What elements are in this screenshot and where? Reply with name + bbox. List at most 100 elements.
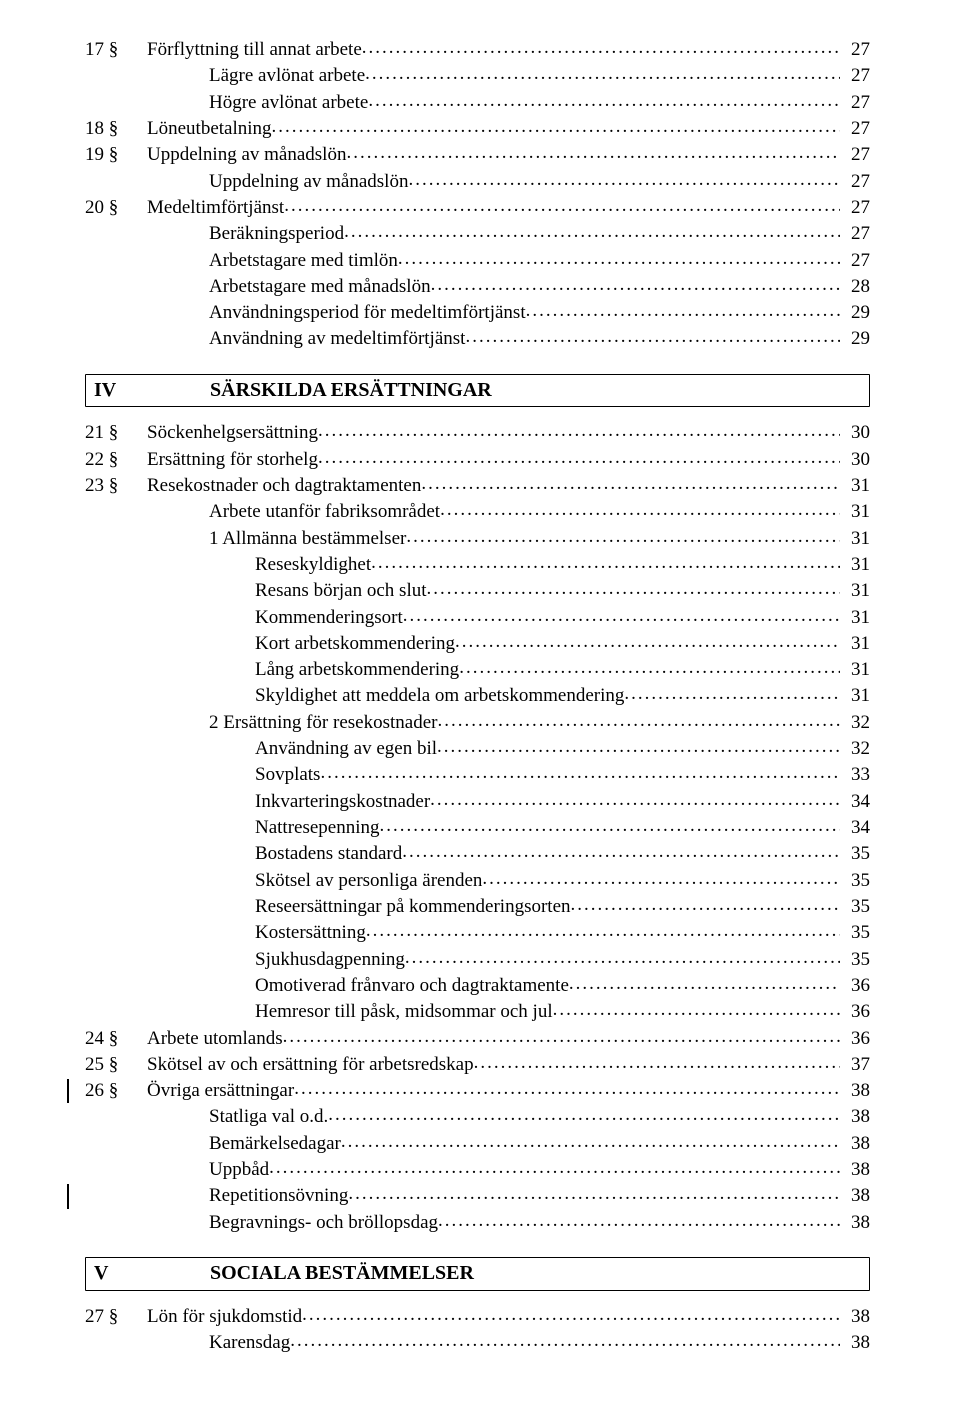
toc-row: 26 §Övriga ersättningar38 bbox=[85, 1079, 870, 1103]
toc-row: Arbete utanför fabriksområdet 31 bbox=[85, 500, 870, 524]
toc-entry-text: Uppdelning av månadslön bbox=[85, 170, 408, 194]
toc-page-number: 38 bbox=[840, 1211, 870, 1235]
toc-leader-dots bbox=[437, 709, 840, 733]
toc-leader-dots bbox=[398, 247, 840, 271]
toc-leader-dots bbox=[571, 893, 840, 917]
toc-entry-text: Övriga ersättningar bbox=[147, 1079, 294, 1103]
toc-page-number: 31 bbox=[840, 606, 870, 630]
toc-page-number: 37 bbox=[840, 1053, 870, 1077]
toc-sec-number: 27 § bbox=[85, 1305, 147, 1329]
toc-leader-dots bbox=[371, 551, 840, 575]
toc-page-number: 35 bbox=[840, 842, 870, 866]
toc-page-number: 34 bbox=[840, 816, 870, 840]
toc-leader-dots bbox=[440, 498, 840, 522]
toc-page-number: 31 bbox=[840, 553, 870, 577]
toc-leader-dots bbox=[459, 656, 840, 680]
toc-entry-text: Reseersättningar på kommenderingsorten bbox=[85, 895, 571, 919]
toc-entry-text: Arbete utanför fabriksområdet bbox=[85, 500, 440, 524]
toc-leader-dots bbox=[318, 446, 840, 470]
toc-leader-dots bbox=[365, 62, 840, 86]
section-title: SÄRSKILDA ERSÄTTNINGAR bbox=[148, 378, 492, 404]
page: 17 §Förflyttning till annat arbete27Lägr… bbox=[0, 0, 960, 1417]
toc-leader-dots bbox=[294, 1077, 840, 1101]
toc-row: Reseersättningar på kommenderingsorten 35 bbox=[85, 895, 870, 919]
toc-entry-text: Karensdag bbox=[85, 1331, 290, 1355]
toc-leader-dots bbox=[272, 115, 840, 139]
toc-page-number: 29 bbox=[840, 301, 870, 325]
toc-row: 21 §Söckenhelgsersättning30 bbox=[85, 421, 870, 445]
toc-page-number: 35 bbox=[840, 895, 870, 919]
toc-row: 24 §Arbete utomlands36 bbox=[85, 1027, 870, 1051]
toc-leader-dots bbox=[405, 946, 840, 970]
toc-block-cont: 17 §Förflyttning till annat arbete27Lägr… bbox=[85, 38, 870, 352]
toc-page-number: 34 bbox=[840, 790, 870, 814]
toc-page-number: 30 bbox=[840, 421, 870, 445]
toc-leader-dots bbox=[474, 1051, 840, 1075]
toc-page-number: 28 bbox=[840, 275, 870, 299]
toc-entry-text: Skyldighet att meddela om arbetskommende… bbox=[85, 684, 624, 708]
toc-entry-text: Kommenderingsort bbox=[85, 606, 403, 630]
toc-sec-number: 20 § bbox=[85, 196, 147, 220]
toc-page-number: 35 bbox=[840, 869, 870, 893]
toc-entry-text: Sjukhusdagpenning bbox=[85, 948, 405, 972]
toc-leader-dots bbox=[455, 630, 840, 654]
toc-sec-number: 19 § bbox=[85, 143, 147, 167]
toc-entry-text: Arbete utomlands bbox=[147, 1027, 283, 1051]
toc-entry-text: Förflyttning till annat arbete bbox=[147, 38, 362, 62]
toc-block-v: 27 §Lön för sjukdomstid38Karensdag38 bbox=[85, 1305, 870, 1356]
toc-page-number: 33 bbox=[840, 763, 870, 787]
toc-entry-text: Ersättning för storhelg bbox=[147, 448, 318, 472]
toc-row: Lägre avlönat arbete 27 bbox=[85, 64, 870, 88]
toc-leader-dots bbox=[406, 525, 840, 549]
toc-sec-number: 25 § bbox=[85, 1053, 147, 1077]
toc-row: 17 §Förflyttning till annat arbete27 bbox=[85, 38, 870, 62]
toc-row: Arbetstagare med månadslön 28 bbox=[85, 275, 870, 299]
toc-page-number: 27 bbox=[840, 64, 870, 88]
toc-row: Användning av egen bil32 bbox=[85, 737, 870, 761]
toc-page-number: 31 bbox=[840, 474, 870, 498]
toc-page-number: 38 bbox=[840, 1132, 870, 1156]
toc-entry-text: Medeltimförtjänst bbox=[147, 196, 284, 220]
toc-page-number: 31 bbox=[840, 658, 870, 682]
toc-entry-text: Statliga val o.d. bbox=[85, 1105, 328, 1129]
toc-row: Karensdag38 bbox=[85, 1331, 870, 1355]
toc-sec-number: 21 § bbox=[85, 421, 147, 445]
toc-leader-dots bbox=[437, 735, 840, 759]
toc-entry-text: Begravnings- och bröllopsdag bbox=[85, 1211, 438, 1235]
toc-entry-text: Kostersättning bbox=[85, 921, 366, 945]
toc-leader-dots bbox=[362, 36, 840, 60]
toc-row: Nattresepenning34 bbox=[85, 816, 870, 840]
toc-row: 20 §Medeltimförtjänst27 bbox=[85, 196, 870, 220]
toc-leader-dots bbox=[402, 840, 840, 864]
toc-entry-text: 2 Ersättning för resekostnader bbox=[85, 711, 437, 735]
toc-page-number: 31 bbox=[840, 579, 870, 603]
toc-leader-dots bbox=[368, 89, 840, 113]
toc-page-number: 27 bbox=[840, 117, 870, 141]
toc-leader-dots bbox=[553, 998, 840, 1022]
section-heading-iv: IV SÄRSKILDA ERSÄTTNINGAR bbox=[85, 374, 870, 408]
toc-leader-dots bbox=[341, 1130, 840, 1154]
section-heading-v: V SOCIALA BESTÄMMELSER bbox=[85, 1257, 870, 1291]
toc-row: 1 Allmänna bestämmelser31 bbox=[85, 527, 870, 551]
toc-entry-text: Arbetstagare med månadslön bbox=[85, 275, 431, 299]
toc-entry-text: Lång arbetskommendering bbox=[85, 658, 459, 682]
toc-entry-text: Uppdelning av månadslön bbox=[147, 143, 346, 167]
toc-page-number: 27 bbox=[840, 249, 870, 273]
toc-entry-text: Lägre avlönat arbete bbox=[85, 64, 365, 88]
toc-row: Kommenderingsort 31 bbox=[85, 606, 870, 630]
toc-leader-dots bbox=[430, 788, 840, 812]
toc-page-number: 35 bbox=[840, 921, 870, 945]
toc-row: Bostadens standard35 bbox=[85, 842, 870, 866]
toc-row: 18 §Löneutbetalning27 bbox=[85, 117, 870, 141]
toc-leader-dots bbox=[465, 325, 840, 349]
toc-row: Kort arbetskommendering31 bbox=[85, 632, 870, 656]
toc-row: 23 §Resekostnader och dagtraktamenten31 bbox=[85, 474, 870, 498]
toc-leader-dots bbox=[284, 194, 840, 218]
toc-leader-dots bbox=[624, 682, 840, 706]
toc-page-number: 31 bbox=[840, 500, 870, 524]
toc-entry-text: Repetitionsövning bbox=[85, 1184, 348, 1208]
toc-page-number: 27 bbox=[840, 170, 870, 194]
toc-leader-dots bbox=[328, 1103, 840, 1127]
toc-block-iv: 21 §Söckenhelgsersättning3022 §Ersättnin… bbox=[85, 421, 870, 1235]
toc-leader-dots bbox=[526, 299, 840, 323]
